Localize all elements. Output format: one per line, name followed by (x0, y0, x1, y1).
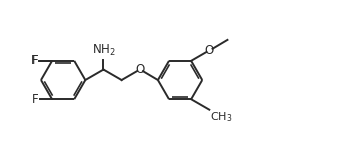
Text: O: O (135, 63, 145, 76)
Text: CH$_3$: CH$_3$ (210, 111, 232, 124)
Text: NH$_2$: NH$_2$ (91, 43, 115, 58)
Text: F: F (32, 54, 39, 67)
Text: F: F (32, 93, 39, 106)
Text: F: F (31, 54, 38, 67)
Text: O: O (205, 44, 214, 57)
